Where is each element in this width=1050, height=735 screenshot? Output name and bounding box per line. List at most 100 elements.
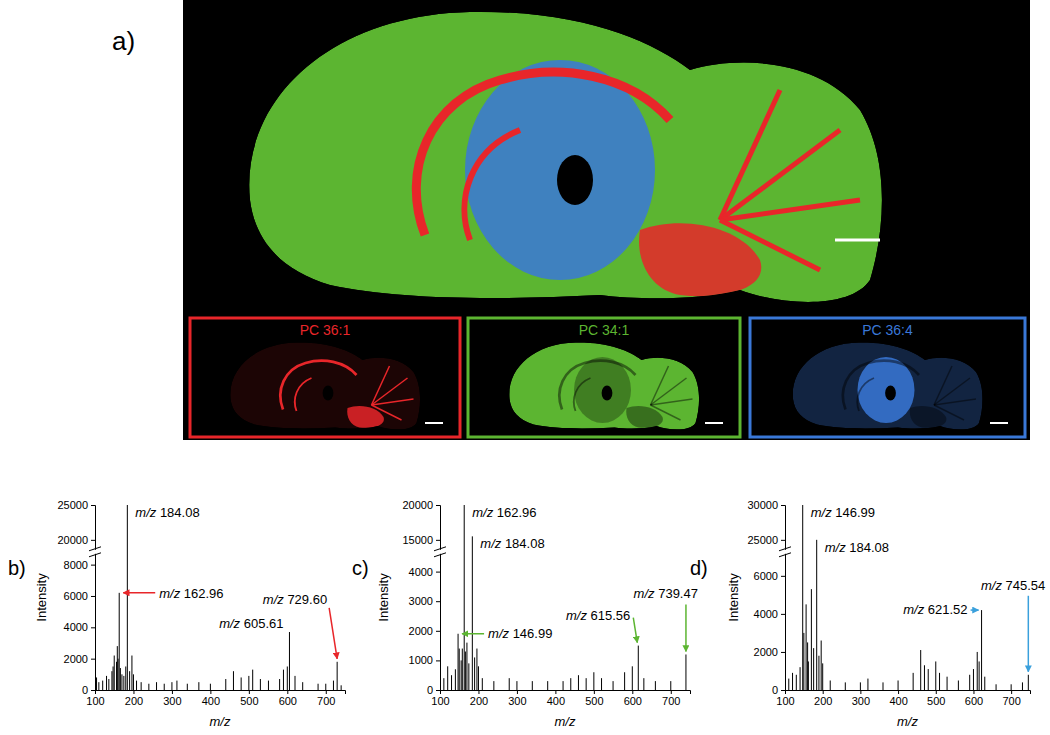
tick: 300 — [163, 690, 181, 707]
spectrum-panel: 1002003004005006007000100020003000400015… — [352, 499, 698, 729]
tick-mark — [973, 690, 974, 694]
x-axis: 100200300400500600700 — [776, 690, 1030, 707]
peak — [578, 675, 579, 690]
tick-label: 30000 — [747, 499, 778, 511]
tick: 20000 — [57, 534, 95, 546]
peak — [464, 505, 465, 690]
peak — [241, 677, 242, 690]
peak — [123, 676, 124, 690]
tick-label: 300 — [508, 695, 526, 707]
tick-label: 0 — [772, 684, 778, 696]
annotation: m/z 184.08 — [480, 536, 544, 551]
tick-label: 2000 — [754, 646, 778, 658]
peak — [233, 671, 234, 690]
annotation-arrow — [329, 608, 337, 659]
tick-mark — [781, 614, 785, 615]
annotation-arrow — [1028, 596, 1030, 672]
peak — [860, 682, 861, 690]
peak — [248, 676, 249, 690]
tick: 200 — [470, 690, 488, 707]
annotation-arrow — [462, 633, 484, 635]
peak — [210, 684, 211, 690]
tick-label: 6000 — [754, 570, 778, 582]
peak — [106, 676, 107, 690]
panel-label: a) — [112, 26, 135, 56]
channel-frame — [750, 318, 1025, 437]
tick-mark — [781, 690, 785, 691]
peak — [113, 666, 114, 690]
peak — [920, 650, 921, 690]
peak — [98, 682, 99, 690]
peak — [632, 666, 633, 690]
tick-mark — [91, 659, 95, 660]
peaks — [97, 505, 342, 690]
peak — [624, 672, 625, 690]
tick-label: 100 — [86, 695, 104, 707]
y-axis-title: Intensity — [376, 573, 391, 622]
peak — [164, 684, 165, 690]
tick-mark — [436, 690, 440, 691]
tick: 400 — [547, 690, 565, 707]
tick-label: 700 — [317, 695, 335, 707]
annotation: m/z 615.56 — [566, 608, 630, 623]
tick-mark — [478, 690, 479, 694]
tick: 700 — [662, 690, 680, 707]
peak — [685, 654, 686, 690]
annotation-arrow — [123, 592, 155, 594]
tick-label: 0 — [82, 684, 88, 696]
annotation: m/z 162.96 — [472, 505, 536, 520]
tick: 4000 — [64, 621, 95, 633]
peak — [102, 681, 103, 690]
peak — [125, 666, 126, 690]
peak — [187, 684, 188, 690]
peak — [601, 678, 602, 690]
tick-label: 4000 — [409, 566, 433, 578]
scale-bar — [990, 422, 1008, 424]
tick: 100 — [86, 690, 104, 707]
channel-frame — [190, 318, 460, 437]
tick: 3000 — [409, 595, 440, 607]
ventricle — [557, 155, 593, 205]
tick-mark — [91, 540, 95, 541]
peak — [808, 661, 809, 690]
tick: 20000 — [402, 499, 440, 511]
tick-label: 200 — [470, 695, 488, 707]
tick-label: 25000 — [747, 534, 778, 546]
tick-mark — [91, 627, 95, 628]
annotation: m/z 146.99 — [488, 626, 552, 641]
white-matter — [574, 378, 591, 411]
white-matter — [416, 72, 670, 235]
tick-mark — [632, 690, 633, 694]
tick-mark — [436, 601, 440, 602]
peak — [287, 666, 288, 690]
peak — [325, 684, 326, 690]
tick-mark — [781, 505, 785, 506]
tick: 0 — [427, 684, 440, 696]
tick: 700 — [317, 690, 335, 707]
tick-mark — [781, 576, 785, 577]
peak — [141, 682, 142, 690]
peak — [883, 682, 884, 690]
peak — [928, 669, 929, 690]
white-matter — [280, 361, 356, 410]
peak — [655, 681, 656, 690]
axis-line — [786, 691, 1031, 695]
peak — [1011, 684, 1012, 690]
peak — [670, 681, 671, 690]
tick-label: 8000 — [64, 559, 88, 571]
peak — [283, 670, 284, 690]
peak — [465, 652, 466, 690]
tick-label: 600 — [624, 695, 642, 707]
peak — [532, 681, 533, 690]
tick: 6000 — [64, 590, 95, 602]
tick: 200 — [125, 690, 143, 707]
panel-label: d) — [690, 557, 708, 579]
figure: a)PC 36:1PC 34:1PC 36:4 10020030040050060… — [0, 0, 1050, 735]
tick-label: 300 — [852, 695, 870, 707]
axis-break — [89, 547, 101, 551]
tick: 4000 — [409, 566, 440, 578]
tick-label: 4000 — [64, 621, 88, 633]
panel-a: a)PC 36:1PC 34:1PC 36:4 — [112, 0, 1030, 440]
scale-bar — [835, 239, 880, 242]
tick-label: 25000 — [57, 499, 88, 511]
